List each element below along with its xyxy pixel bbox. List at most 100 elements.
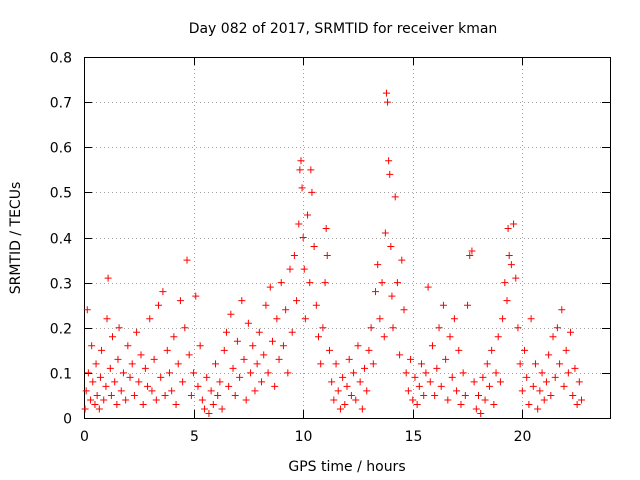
data-point bbox=[295, 220, 303, 228]
data-point bbox=[301, 315, 309, 323]
data-point bbox=[411, 373, 419, 381]
data-point bbox=[249, 342, 257, 350]
data-point bbox=[448, 373, 456, 381]
data-point bbox=[542, 378, 550, 386]
data-point bbox=[288, 328, 296, 336]
data-point bbox=[87, 396, 95, 404]
axis-tick-labels: 0 0.1 0.2 0.3 0.4 0.5 0.6 0.7 0.8 0 5 10 15 20 bbox=[50, 51, 532, 446]
x-tick-label: 20 bbox=[514, 429, 532, 445]
data-point bbox=[317, 360, 325, 368]
data-point bbox=[386, 170, 394, 178]
data-point bbox=[525, 400, 533, 408]
data-point bbox=[298, 184, 306, 192]
data-point bbox=[113, 400, 121, 408]
data-point bbox=[361, 364, 369, 372]
data-point bbox=[384, 98, 392, 106]
data-point bbox=[358, 405, 366, 413]
x-tick-label: 15 bbox=[405, 429, 423, 445]
data-point bbox=[523, 373, 531, 381]
data-point bbox=[503, 297, 511, 305]
data-point bbox=[339, 373, 347, 381]
data-point bbox=[122, 396, 130, 404]
data-point bbox=[144, 382, 152, 390]
data-point bbox=[297, 157, 305, 165]
data-point bbox=[233, 337, 241, 345]
data-point bbox=[531, 360, 539, 368]
data-point bbox=[569, 391, 577, 399]
data-point bbox=[146, 315, 154, 323]
data-point bbox=[540, 396, 548, 404]
y-tick-label: 0.2 bbox=[50, 322, 72, 338]
data-point bbox=[514, 324, 522, 332]
data-point bbox=[130, 391, 138, 399]
data-point bbox=[389, 324, 397, 332]
data-point bbox=[512, 274, 520, 282]
data-point bbox=[266, 283, 274, 291]
data-point bbox=[505, 252, 513, 260]
data-point bbox=[255, 328, 263, 336]
data-point bbox=[236, 373, 244, 381]
data-point bbox=[98, 346, 106, 354]
data-point bbox=[207, 387, 215, 395]
data-point bbox=[322, 224, 330, 232]
data-point bbox=[356, 378, 364, 386]
data-point bbox=[444, 396, 452, 404]
data-point bbox=[194, 382, 202, 390]
data-point bbox=[529, 382, 537, 390]
data-point bbox=[472, 405, 480, 413]
data-point bbox=[402, 369, 410, 377]
y-tick-label: 0.7 bbox=[50, 96, 72, 112]
data-point bbox=[558, 306, 566, 314]
data-point bbox=[385, 157, 393, 165]
data-point bbox=[534, 405, 542, 413]
data-point bbox=[126, 373, 134, 381]
data-point bbox=[496, 378, 504, 386]
data-point bbox=[380, 333, 388, 341]
data-point bbox=[457, 400, 465, 408]
data-point bbox=[504, 224, 512, 232]
data-point bbox=[310, 243, 318, 251]
data-point bbox=[345, 355, 353, 363]
data-point bbox=[435, 324, 443, 332]
data-point bbox=[404, 387, 412, 395]
data-point bbox=[220, 346, 228, 354]
data-point bbox=[290, 252, 298, 260]
y-tick-label: 0.8 bbox=[50, 51, 72, 67]
axis-ticks bbox=[84, 57, 610, 419]
data-point bbox=[468, 247, 476, 255]
data-point bbox=[168, 387, 176, 395]
data-point bbox=[328, 378, 336, 386]
data-point bbox=[431, 391, 439, 399]
data-point bbox=[183, 256, 191, 264]
data-point bbox=[341, 400, 349, 408]
data-point bbox=[157, 373, 165, 381]
data-point bbox=[492, 369, 500, 377]
data-point bbox=[159, 288, 167, 296]
data-point bbox=[155, 301, 163, 309]
data-point bbox=[152, 396, 160, 404]
data-point bbox=[107, 391, 115, 399]
data-point bbox=[100, 396, 108, 404]
data-point bbox=[551, 373, 559, 381]
data-point bbox=[455, 346, 463, 354]
data-point bbox=[264, 369, 272, 377]
data-point bbox=[400, 306, 408, 314]
x-tick-label: 10 bbox=[295, 429, 313, 445]
data-point bbox=[461, 391, 469, 399]
data-point bbox=[198, 396, 206, 404]
y-tick-label: 0 bbox=[63, 412, 72, 428]
data-point bbox=[409, 396, 417, 404]
data-point bbox=[176, 297, 184, 305]
data-point bbox=[422, 369, 430, 377]
data-point bbox=[82, 387, 90, 395]
data-point bbox=[284, 369, 292, 377]
data-point bbox=[163, 346, 171, 354]
y-tick-label: 0.6 bbox=[50, 141, 72, 157]
data-point bbox=[413, 400, 421, 408]
data-point bbox=[260, 351, 268, 359]
data-point bbox=[104, 274, 112, 282]
data-point bbox=[420, 391, 428, 399]
data-point bbox=[308, 188, 316, 196]
data-point bbox=[179, 378, 187, 386]
data-point bbox=[321, 279, 329, 287]
